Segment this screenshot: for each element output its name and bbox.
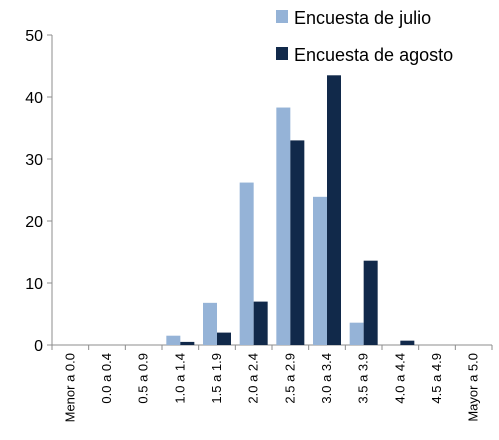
legend-label-agosto: Encuesta de agosto bbox=[294, 45, 453, 65]
x-category-label: Mayor a 5.0 bbox=[466, 353, 481, 422]
x-category-label: 0.0 a 0.4 bbox=[99, 353, 114, 404]
x-category-label: 1.0 a 1.4 bbox=[172, 353, 187, 404]
x-category-label: 0.5 a 0.9 bbox=[136, 353, 151, 404]
x-category-label: 3.0 a 3.4 bbox=[319, 353, 334, 404]
bar-julio bbox=[349, 322, 364, 345]
x-labels-layer: Menor a 0.0 0.0 a 0.4 0.5 a 0.9 1.0 a 1.4 1.… bbox=[62, 353, 480, 422]
bar-julio bbox=[166, 335, 181, 345]
legend-swatch-agosto bbox=[276, 47, 288, 60]
y-tick-label: 0 bbox=[34, 338, 43, 355]
bar-julio bbox=[203, 302, 217, 345]
ticks-layer: 0 10 20 30 40 50 bbox=[25, 28, 493, 355]
y-tick-label: 50 bbox=[25, 28, 43, 45]
bar-julio bbox=[239, 182, 254, 345]
bar-agosto bbox=[217, 332, 231, 345]
y-tick-label: 40 bbox=[25, 90, 43, 107]
x-category-label: 2.5 a 2.9 bbox=[282, 353, 297, 404]
legend-swatch-julio bbox=[276, 10, 288, 23]
x-category-label: 4.0 a 4.4 bbox=[392, 353, 407, 404]
bar-julio bbox=[276, 107, 291, 345]
legend-label-julio: Encuesta de julio bbox=[294, 8, 431, 28]
x-category-label: 4.5 a 4.9 bbox=[429, 353, 444, 404]
legend: Encuesta de julio Encuesta de agosto bbox=[276, 8, 453, 65]
x-category-label: 1.5 a 1.9 bbox=[209, 353, 224, 404]
bar-agosto bbox=[400, 340, 415, 345]
x-category-label: 3.5 a 3.9 bbox=[356, 353, 371, 404]
bar-agosto bbox=[253, 301, 268, 345]
bar-agosto bbox=[363, 260, 378, 345]
bar-agosto bbox=[327, 75, 341, 346]
bar-agosto bbox=[290, 140, 305, 345]
axes-layer bbox=[51, 35, 492, 346]
bar-agosto bbox=[180, 341, 195, 345]
y-tick-label: 30 bbox=[25, 152, 43, 169]
x-category-label: Menor a 0.0 bbox=[62, 353, 77, 422]
y-tick-label: 20 bbox=[25, 214, 43, 231]
y-tick-label: 10 bbox=[25, 276, 43, 293]
bars-layer bbox=[166, 75, 415, 346]
x-category-label: 2.0 a 2.4 bbox=[246, 353, 261, 404]
bar-julio bbox=[313, 196, 327, 345]
